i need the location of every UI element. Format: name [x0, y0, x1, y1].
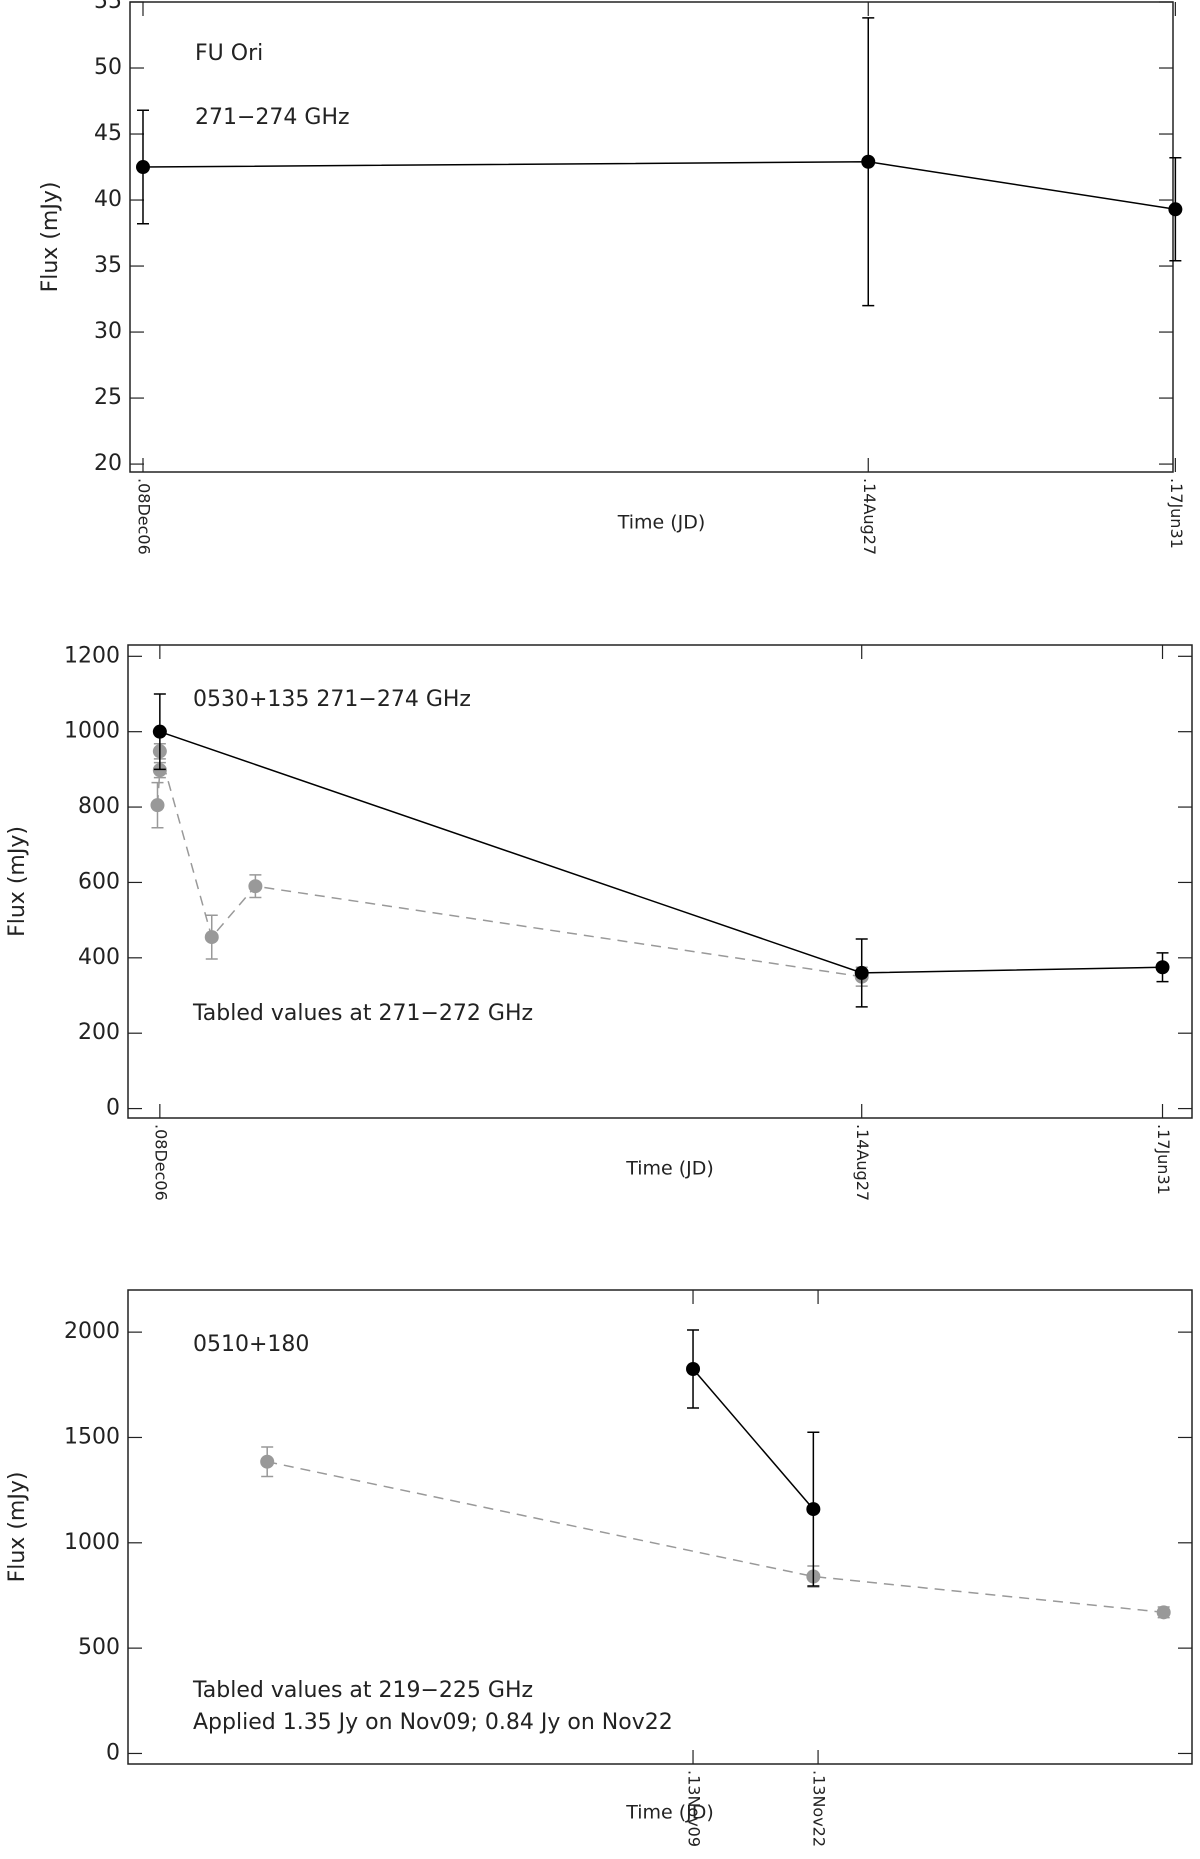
- data-point: [152, 724, 167, 739]
- data-point: [260, 1454, 275, 1469]
- y-tick-label: 500: [78, 1635, 120, 1660]
- annotation: Applied 1.35 Jy on Nov09; 0.84 Jy on Nov…: [193, 1710, 673, 1735]
- x-tick-label: .08Dec06: [134, 478, 153, 555]
- y-tick-label: 200: [78, 1020, 120, 1045]
- x-tick-label: .17Jun31: [1167, 478, 1186, 549]
- series-line: [156, 751, 862, 978]
- x-tick-label: .14Aug27: [853, 1124, 872, 1201]
- x-tick-label: .13Nov22: [810, 1770, 829, 1847]
- y-axis-label: Flux (mJy): [38, 182, 63, 293]
- data-point: [686, 1362, 701, 1376]
- annotation: 0510+180: [193, 1332, 309, 1357]
- y-tick-label: 45: [94, 121, 122, 146]
- data-point: [861, 154, 876, 169]
- y-tick-label: 600: [78, 869, 120, 894]
- x-tick-label: .14Aug27: [860, 478, 879, 555]
- data-point: [150, 798, 165, 813]
- data-point: [854, 965, 869, 980]
- annotation: 271−274 GHz: [195, 105, 350, 130]
- plot-frame: [127, 644, 1193, 1119]
- plot-frame: [127, 1289, 1193, 1765]
- y-tick-label: 35: [94, 253, 122, 278]
- x-tick-label: .13Nov09: [685, 1770, 704, 1847]
- annotation: FU Ori: [195, 41, 263, 66]
- y-tick-label: 30: [94, 319, 122, 344]
- annotation: 0530+135 271−274 GHz: [193, 687, 471, 712]
- y-tick-label: 40: [94, 187, 122, 212]
- x-axis-label: Time (JD): [625, 1158, 714, 1180]
- series-line: [692, 1368, 814, 1510]
- x-tick-label: .17Jun31: [1154, 1124, 1173, 1195]
- y-tick-label: 1500: [64, 1424, 120, 1449]
- series-line: [142, 160, 1176, 211]
- y-tick-label: 1000: [64, 719, 120, 744]
- y-tick-label: 55: [94, 0, 122, 14]
- y-tick-label: 400: [78, 945, 120, 970]
- x-axis-label: Time (JD): [617, 512, 706, 534]
- data-point: [1168, 202, 1183, 217]
- data-point: [1156, 1605, 1171, 1620]
- annotation: Tabled values at 219−225 GHz: [192, 1678, 533, 1703]
- data-point: [152, 763, 167, 778]
- series-line: [159, 730, 1163, 974]
- y-tick-label: 50: [94, 55, 122, 80]
- plot-frame: [129, 1, 1174, 473]
- y-tick-label: 1200: [64, 643, 120, 668]
- y-axis-label: Flux (mJy): [5, 1472, 30, 1583]
- x-tick-label: .08Dec06: [151, 1124, 170, 1201]
- data-point: [204, 930, 219, 945]
- data-point: [806, 1502, 821, 1517]
- y-axis-label: Flux (mJy): [5, 826, 30, 937]
- data-point: [135, 160, 150, 175]
- data-point: [248, 879, 263, 894]
- y-tick-label: 25: [94, 385, 122, 410]
- data-point: [1155, 960, 1170, 975]
- y-tick-label: 0: [106, 1740, 120, 1765]
- y-tick-label: 800: [78, 794, 120, 819]
- y-tick-label: 20: [94, 451, 122, 476]
- y-tick-label: 2000: [64, 1319, 120, 1344]
- y-tick-label: 1000: [64, 1530, 120, 1555]
- annotation: Tabled values at 271−272 GHz: [192, 1001, 533, 1026]
- y-tick-label: 0: [106, 1096, 120, 1121]
- series-line: [267, 1460, 1164, 1614]
- x-axis-label: Time (JD): [625, 1802, 714, 1824]
